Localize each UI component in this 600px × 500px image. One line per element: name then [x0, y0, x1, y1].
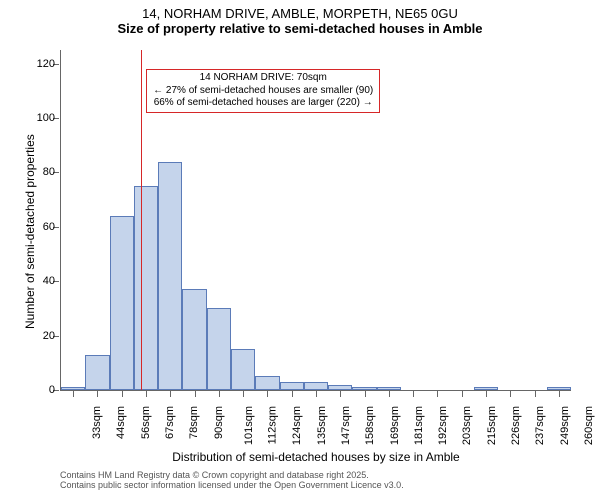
y-axis-label: Number of semi-detached properties — [23, 134, 37, 329]
y-tick-label: 80 — [43, 166, 55, 178]
x-tick-label: 56sqm — [140, 406, 152, 439]
x-tick — [510, 391, 511, 397]
x-tick — [267, 391, 268, 397]
y-tick-label: 60 — [43, 221, 55, 233]
footer-line: Contains public sector information licen… — [60, 480, 600, 490]
x-tick — [389, 391, 390, 397]
y-tick-label: 120 — [37, 58, 55, 70]
histogram-bar — [328, 385, 352, 390]
x-tick-label: 158sqm — [364, 406, 376, 445]
histogram-bar — [547, 387, 571, 390]
x-tick — [292, 391, 293, 397]
x-tick — [146, 391, 147, 397]
x-tick-label: 169sqm — [389, 406, 401, 445]
x-tick — [195, 391, 196, 397]
chart-container: 14, NORHAM DRIVE, AMBLE, MORPETH, NE65 0… — [0, 0, 600, 500]
x-tick-label: 260sqm — [583, 406, 595, 445]
x-tick-label: 44sqm — [115, 406, 127, 439]
x-tick-label: 215sqm — [486, 406, 498, 445]
x-tick-label: 226sqm — [510, 406, 522, 445]
x-tick — [170, 391, 171, 397]
x-tick-label: 249sqm — [559, 406, 571, 445]
annotation-line: 14 NORHAM DRIVE: 70sqm — [153, 72, 373, 85]
chart-subtitle: Size of property relative to semi-detach… — [0, 21, 600, 36]
annotation-line: 66% of semi-detached houses are larger (… — [153, 97, 373, 110]
histogram-bar — [352, 387, 376, 390]
x-tick — [535, 391, 536, 397]
histogram-bar — [110, 216, 134, 390]
histogram-bar — [377, 387, 401, 390]
histogram-bar — [304, 382, 328, 390]
x-tick-label: 33sqm — [91, 406, 103, 439]
x-tick-label: 124sqm — [292, 406, 304, 445]
x-tick — [365, 391, 366, 397]
x-tick — [73, 391, 74, 397]
x-tick-label: 147sqm — [340, 406, 352, 445]
y-tick-label: 40 — [43, 275, 55, 287]
x-tick — [316, 391, 317, 397]
histogram-bar — [474, 387, 498, 390]
histogram-bar — [207, 308, 231, 390]
x-tick — [559, 391, 560, 397]
footer-line: Contains HM Land Registry data © Crown c… — [60, 470, 600, 480]
x-tick-label: 237sqm — [534, 406, 546, 445]
x-tick — [437, 391, 438, 397]
x-tick — [413, 391, 414, 397]
x-tick — [462, 391, 463, 397]
x-tick-label: 90sqm — [213, 406, 225, 439]
x-tick-label: 101sqm — [243, 406, 255, 445]
histogram-bar — [158, 162, 182, 390]
title-block: 14, NORHAM DRIVE, AMBLE, MORPETH, NE65 0… — [0, 6, 600, 36]
x-tick-label: 192sqm — [437, 406, 449, 445]
reference-line — [141, 50, 142, 390]
x-tick-label: 203sqm — [462, 406, 474, 445]
histogram-bar — [231, 349, 255, 390]
histogram-bar — [61, 387, 85, 390]
histogram-bar — [280, 382, 304, 390]
x-tick-label: 135sqm — [316, 406, 328, 445]
y-tick-label: 20 — [43, 330, 55, 342]
annotation-box: 14 NORHAM DRIVE: 70sqm← 27% of semi-deta… — [146, 69, 380, 113]
annotation-line: ← 27% of semi-detached houses are smalle… — [153, 85, 373, 98]
footer: Contains HM Land Registry data © Crown c… — [0, 470, 600, 490]
x-tick — [122, 391, 123, 397]
histogram-bar — [85, 355, 109, 390]
x-tick — [219, 391, 220, 397]
histogram-bar — [255, 376, 279, 390]
chart-title: 14, NORHAM DRIVE, AMBLE, MORPETH, NE65 0… — [0, 6, 600, 21]
y-tick-label: 100 — [37, 112, 55, 124]
x-tick-label: 67sqm — [164, 406, 176, 439]
x-tick — [486, 391, 487, 397]
histogram-bar — [134, 186, 158, 390]
x-tick-label: 181sqm — [413, 406, 425, 445]
x-axis-label: Distribution of semi-detached houses by … — [61, 450, 571, 464]
plot-area: 020406080100120Number of semi-detached p… — [60, 50, 571, 391]
x-tick — [340, 391, 341, 397]
x-tick — [97, 391, 98, 397]
x-tick — [243, 391, 244, 397]
x-tick-label: 78sqm — [188, 406, 200, 439]
x-tick-label: 112sqm — [266, 406, 278, 444]
histogram-bar — [182, 289, 206, 390]
y-tick-label: 0 — [49, 384, 55, 396]
